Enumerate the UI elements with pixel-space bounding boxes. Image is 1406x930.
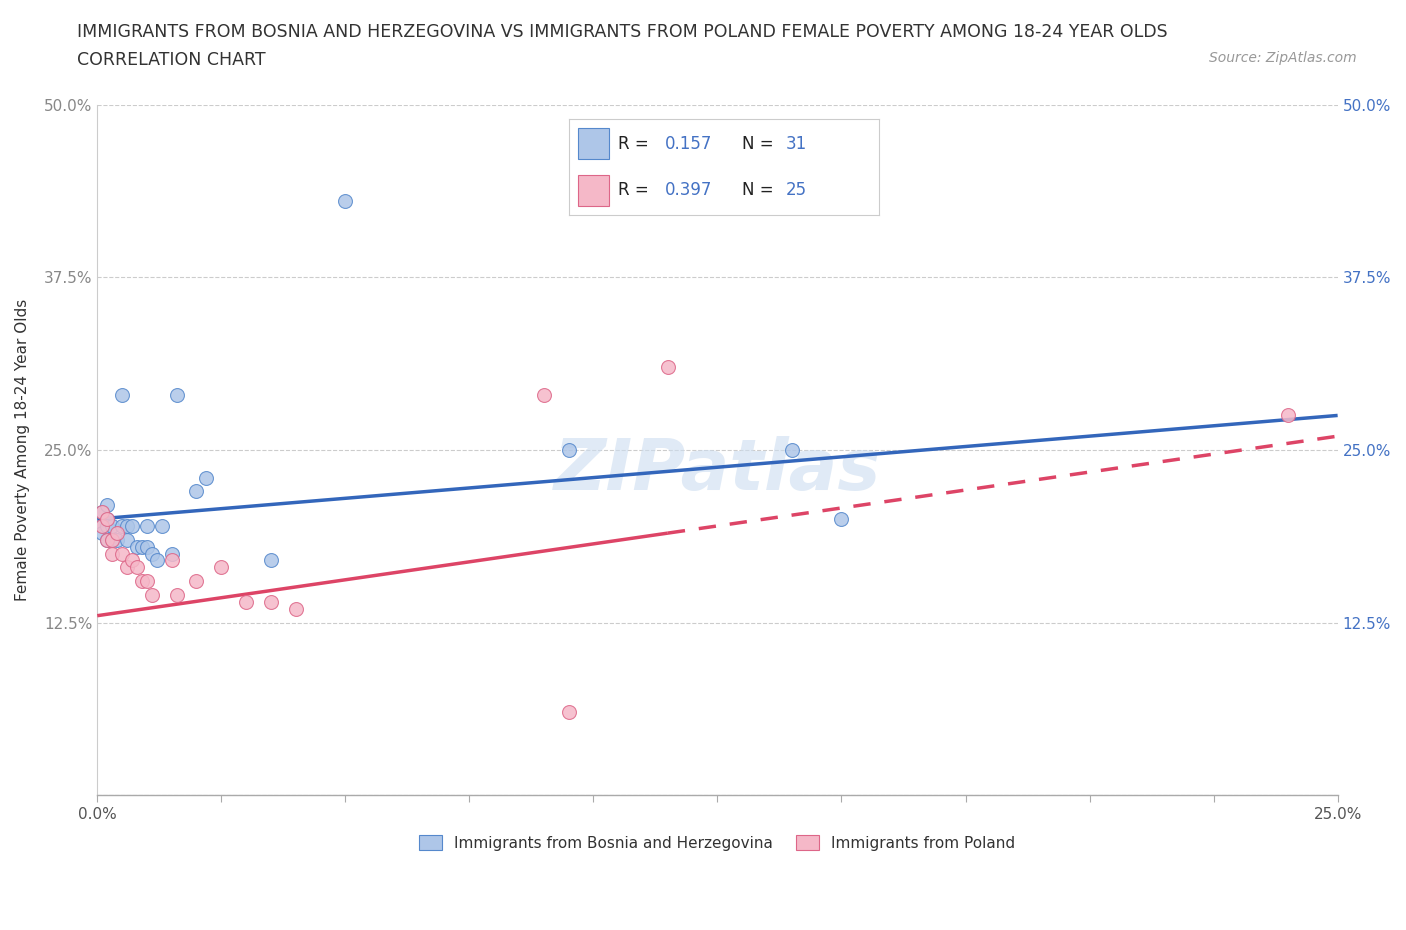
Point <box>96 519 118 534</box>
Point <box>284 602 307 617</box>
Point <box>91 505 114 520</box>
Point <box>209 560 232 575</box>
Point <box>101 532 124 547</box>
Point <box>166 387 188 402</box>
Point <box>235 594 257 609</box>
Point <box>101 519 124 534</box>
Point <box>91 525 114 540</box>
Point <box>91 519 114 534</box>
Point <box>160 546 183 561</box>
Legend: Immigrants from Bosnia and Herzegovina, Immigrants from Poland: Immigrants from Bosnia and Herzegovina, … <box>413 829 1022 857</box>
Point <box>111 387 134 402</box>
Point <box>260 553 283 568</box>
Point <box>135 519 157 534</box>
Point <box>657 360 679 375</box>
Point <box>115 560 138 575</box>
Point <box>150 519 173 534</box>
Point <box>96 532 118 547</box>
Point <box>115 532 138 547</box>
Point <box>335 194 357 209</box>
Point <box>96 498 118 512</box>
Point <box>195 471 218 485</box>
Point <box>186 574 208 589</box>
Point <box>91 519 114 534</box>
Point <box>135 574 157 589</box>
Point <box>105 525 128 540</box>
Point <box>146 553 169 568</box>
Text: ZIPatlas: ZIPatlas <box>554 436 882 505</box>
Point <box>557 443 579 458</box>
Point <box>125 560 148 575</box>
Point <box>105 532 128 547</box>
Point <box>141 588 163 603</box>
Point <box>121 553 143 568</box>
Point <box>121 519 143 534</box>
Point <box>101 532 124 547</box>
Point <box>111 546 134 561</box>
Point <box>166 588 188 603</box>
Y-axis label: Female Poverty Among 18-24 Year Olds: Female Poverty Among 18-24 Year Olds <box>15 299 30 601</box>
Point <box>141 546 163 561</box>
Point <box>115 519 138 534</box>
Point <box>96 512 118 526</box>
Point <box>135 539 157 554</box>
Point <box>533 387 555 402</box>
Point <box>101 546 124 561</box>
Point <box>131 574 153 589</box>
Point <box>830 512 852 526</box>
Point <box>780 443 803 458</box>
Text: Source: ZipAtlas.com: Source: ZipAtlas.com <box>1209 51 1357 65</box>
Point <box>125 539 148 554</box>
Point <box>160 553 183 568</box>
Point <box>91 505 114 520</box>
Point <box>111 519 134 534</box>
Point <box>260 594 283 609</box>
Point <box>1277 408 1299 423</box>
Point <box>131 539 153 554</box>
Point <box>186 484 208 498</box>
Text: CORRELATION CHART: CORRELATION CHART <box>77 51 266 69</box>
Point <box>557 705 579 720</box>
Text: IMMIGRANTS FROM BOSNIA AND HERZEGOVINA VS IMMIGRANTS FROM POLAND FEMALE POVERTY : IMMIGRANTS FROM BOSNIA AND HERZEGOVINA V… <box>77 23 1168 41</box>
Point <box>96 532 118 547</box>
Point <box>96 512 118 526</box>
